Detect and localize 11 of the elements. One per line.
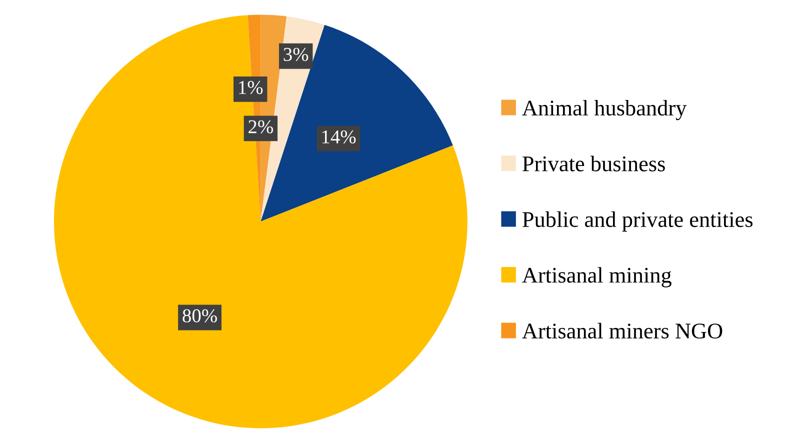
data-label: 2% (248, 120, 273, 134)
legend-label: Animal husbandry (522, 100, 687, 120)
data-label: 3% (284, 48, 308, 62)
data-label: 80% (182, 309, 217, 322)
legend-label: Private business (522, 156, 665, 172)
legend-label: Artisanal mining (522, 267, 672, 288)
legend-label: Public and private entities (522, 211, 753, 232)
pie-slice (54, 15, 468, 428)
legend-label: Artisanal miners NGO (522, 322, 722, 339)
data-label: 14% (322, 130, 356, 144)
data-label: 1% (239, 80, 263, 94)
